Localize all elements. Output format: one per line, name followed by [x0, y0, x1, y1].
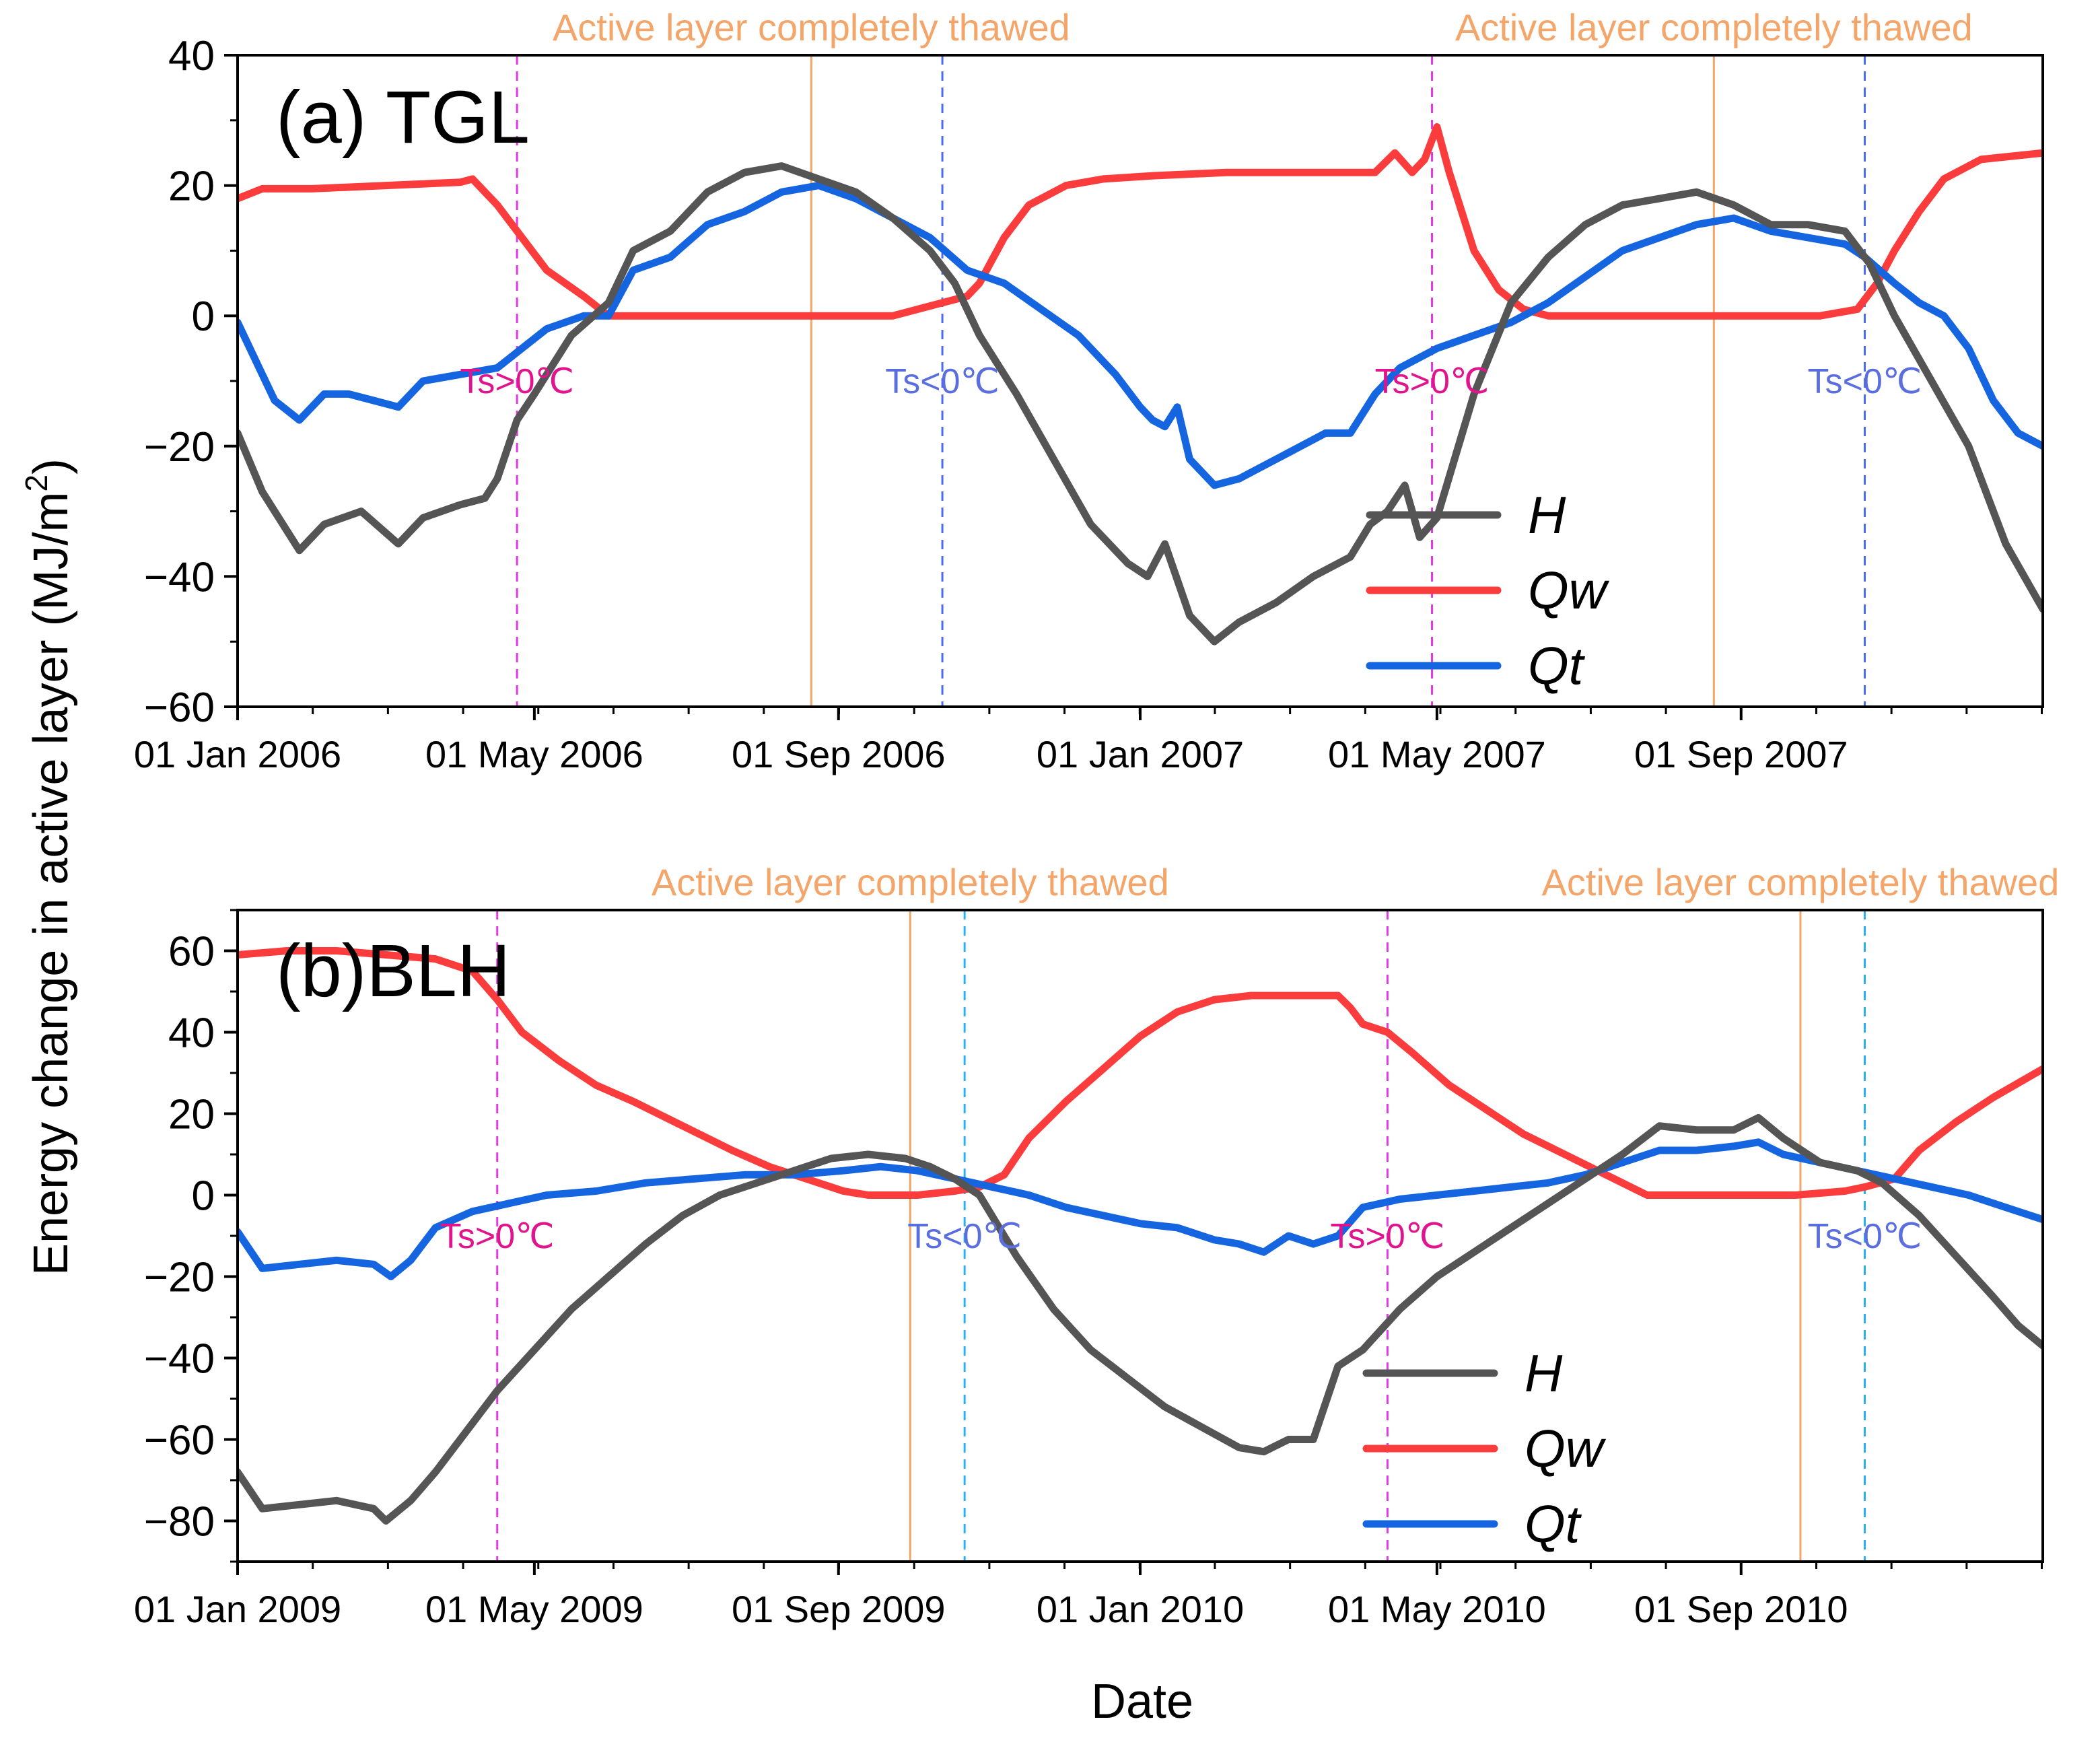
y-axis-title-superscript: 2 — [19, 475, 54, 492]
panel-b-panel-label: (b)BLH — [276, 930, 510, 1012]
panel-a-ts-label-2: Ts<0℃ — [885, 362, 1000, 401]
panel-b-ytick-label-0: −80 — [144, 1499, 215, 1545]
panel-a-xtick-label-1: 01 May 2006 — [425, 733, 643, 775]
panel-b-ytick-label-3: −20 — [144, 1255, 215, 1301]
panel-a-thaw-label-4: Active layer completely thawed — [1455, 6, 1973, 48]
panel-b-xtick-label-2: 01 Sep 2009 — [732, 1588, 946, 1630]
panel-a-xtick-label-2: 01 Sep 2006 — [732, 733, 946, 775]
panel-b-series-group — [238, 947, 2043, 1525]
panel-b-ts-label-2: Ts<0℃ — [907, 1217, 1022, 1256]
x-axis-title: Date — [1091, 1675, 1193, 1729]
panel-a-ytick-label-2: −20 — [144, 424, 215, 471]
panel-a-xtick-label-3: 01 Jan 2007 — [1037, 733, 1244, 775]
panel-b-thaw-label-1: Active layer completely thawed — [652, 861, 1169, 903]
panel-b-ts-label-0: Ts>0℃ — [440, 1217, 555, 1256]
panel-b-legend-label-qw: Qw — [1525, 1419, 1607, 1478]
panel-a-ytick-label-5: 40 — [168, 33, 215, 79]
panel-b-ytick-label-1: −60 — [144, 1418, 215, 1464]
panel-a-xtick-label-5: 01 Sep 2007 — [1634, 733, 1848, 775]
panel-a-ytick-label-1: −40 — [144, 554, 215, 600]
panel-b-legend-label-qt: Qt — [1525, 1494, 1582, 1554]
panel-a-legend-label-h: H — [1528, 485, 1566, 545]
panel-b-ytick-label-5: 20 — [168, 1092, 215, 1138]
y-axis-title: Energy change in active layer (MJ/m2) — [19, 458, 78, 1276]
panel-b-xtick-label-5: 01 Sep 2010 — [1634, 1588, 1848, 1630]
y-axis-title-main: Energy change in active layer (MJ/m — [24, 492, 78, 1276]
panel-a-series-qt-line — [238, 182, 2043, 489]
panel-a-xtick-label-0: 01 Jan 2006 — [134, 733, 341, 775]
panel-a-ts-label-3: Ts>0℃ — [1375, 362, 1490, 401]
panel-b-xtick-label-3: 01 Jan 2010 — [1037, 1588, 1244, 1630]
panel-a-ts-label-0: Ts>0℃ — [460, 362, 574, 401]
panel-b-ytick-label-2: −40 — [144, 1336, 215, 1383]
panel-a-series-h-line — [238, 162, 2043, 646]
panel-a-legend-label-qt: Qt — [1528, 636, 1586, 695]
panel-a-ts-label-5: Ts<0℃ — [1808, 362, 1922, 401]
panel-b-series-qt-line — [238, 1138, 2043, 1280]
panel-a-panel-label: (a) TGL — [276, 76, 530, 159]
panel-b-ytick-label-7: 60 — [168, 929, 215, 975]
panel-a-ytick-label-3: 0 — [192, 293, 215, 340]
panel-a-chart: Ts>0℃ Active layer completely thawed Ts<0℃… — [134, 6, 2044, 775]
panel-a-legend-label-qw: Qw — [1528, 561, 1610, 620]
panel-a-thaw-label-1: Active layer completely thawed — [553, 6, 1070, 48]
panel-b-xtick-label-0: 01 Jan 2009 — [134, 1588, 341, 1630]
panel-a-ytick-label-4: 20 — [168, 164, 215, 210]
panel-b-ts-label-3: Ts>0℃ — [1331, 1217, 1445, 1256]
panel-b-ytick-label-4: 0 — [192, 1173, 215, 1220]
panel-a-series-qw-line — [238, 123, 2043, 320]
panel-a-xtick-label-4: 01 May 2007 — [1328, 733, 1546, 775]
panel-b-thaw-label-4: Active layer completely thawed — [1542, 861, 2060, 903]
panel-b-series-h-line — [238, 1114, 2043, 1525]
panel-b-chart: Ts>0℃ Active layer completely thawed Ts<0℃… — [134, 861, 2059, 1630]
panel-a-series-group — [238, 123, 2043, 646]
panel-b-ytick-label-6: 40 — [168, 1010, 215, 1057]
y-axis-title-close: ) — [24, 458, 78, 475]
panel-b-series-qw-line — [238, 947, 2043, 1199]
panel-b-ts-label-5: Ts<0℃ — [1808, 1217, 1922, 1256]
panel-a-ytick-label-0: −60 — [144, 685, 215, 731]
panel-b-xtick-label-1: 01 May 2009 — [425, 1588, 643, 1630]
panel-b-xtick-label-4: 01 May 2010 — [1328, 1588, 1546, 1630]
panel-b-legend-label-h: H — [1525, 1344, 1563, 1403]
